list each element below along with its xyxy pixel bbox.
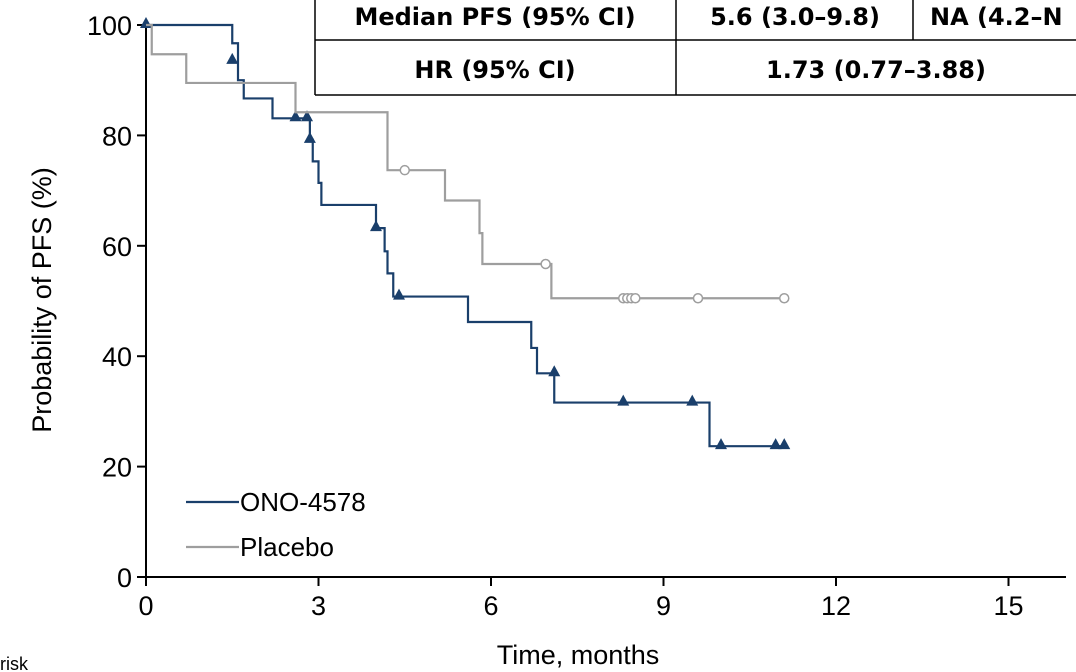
- y-tick-label: 80: [102, 121, 132, 151]
- x-tick-label: 12: [821, 591, 851, 621]
- y-axis-label: Probability of PFS (%): [27, 167, 57, 433]
- series-line-ono-4578: [146, 23, 785, 448]
- y-tick-label: 60: [102, 232, 132, 262]
- censor-mark-ono-4578: [548, 365, 561, 377]
- table-hr-value: 1.73 (0.77–3.88): [766, 56, 986, 84]
- x-tick-label: 3: [311, 591, 326, 621]
- legend-label-ono-4578: ONO-4578: [240, 487, 366, 517]
- legend-label-placebo: Placebo: [240, 532, 334, 562]
- censor-mark-ono-4578: [370, 220, 382, 232]
- censor-mark-placebo: [779, 292, 790, 304]
- summary-table: Median PFS (95% CI) 5.6 (3.0–9.8) NA (4.…: [314, 0, 1076, 96]
- x-tick-label: 0: [138, 591, 153, 621]
- x-axis-label: Time, months: [497, 640, 660, 670]
- table-median-placebo: NA (4.2–N: [930, 3, 1063, 31]
- table-median-ono: 5.6 (3.0–9.8): [710, 3, 880, 31]
- censor-mark-ono-4578: [393, 288, 405, 300]
- censor-mark-ono-4578: [715, 438, 727, 450]
- censor-mark-placebo: [399, 164, 410, 176]
- censor-mark-placebo: [692, 292, 704, 304]
- censor-mark-ono-4578: [769, 438, 782, 450]
- censor-mark-ono-4578: [289, 110, 302, 122]
- censor-mark-placebo: [630, 292, 641, 304]
- x-tick-label: 9: [656, 591, 671, 621]
- series-line-placebo: [146, 23, 785, 300]
- axes: 0 3 6 9 12 15 0 20 40 60 80 100 Time, months Proba…: [0, 11, 1066, 672]
- censor-mark-ono-4578: [226, 52, 239, 64]
- cropped-risk-label: risk: [0, 654, 29, 672]
- censor-mark-ono-4578: [301, 110, 313, 122]
- y-tick-label: 100: [87, 11, 132, 41]
- censor-mark-ono-4578: [140, 17, 152, 28]
- y-tick-label: 20: [102, 453, 132, 483]
- censor-mark-ono-4578: [303, 131, 316, 143]
- censor-mark-ono-4578: [686, 394, 699, 406]
- x-tick-label: 6: [483, 591, 498, 621]
- y-tick-label: 0: [117, 563, 132, 593]
- x-tick-label: 15: [993, 591, 1023, 621]
- censor-mark-ono-4578: [617, 394, 630, 406]
- y-tick-label: 40: [102, 342, 132, 372]
- table-hr-label: HR (95% CI): [414, 56, 575, 84]
- table-median-label: Median PFS (95% CI): [354, 3, 635, 31]
- censor-mark-placebo: [540, 258, 551, 270]
- censor-mark-ono-4578: [778, 438, 791, 450]
- legend: ONO-4578 Placebo: [186, 487, 366, 562]
